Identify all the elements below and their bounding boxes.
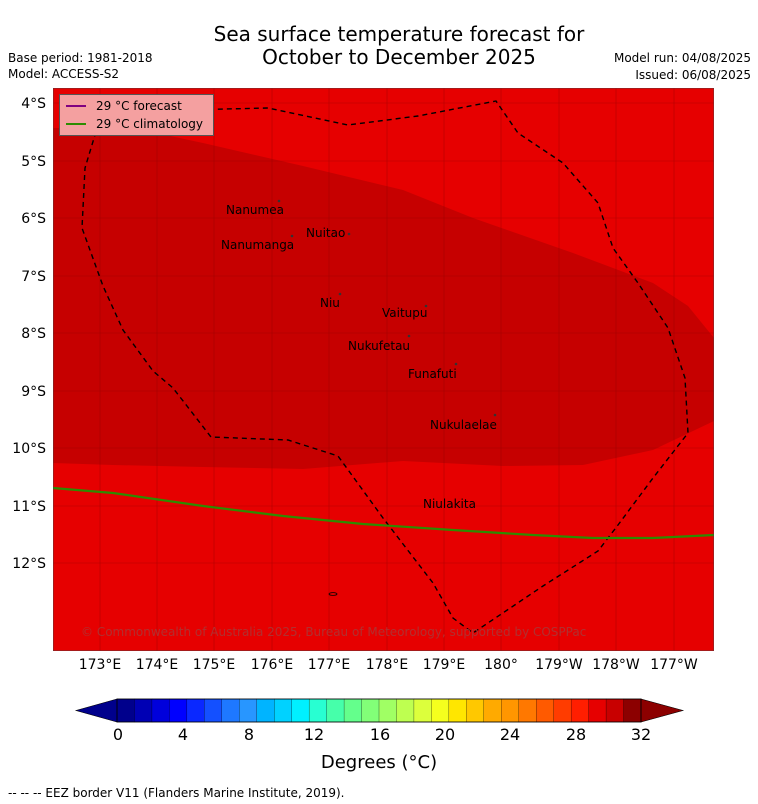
colorbar-tick-label: 4 [177,725,189,744]
lon-label: 173°E [78,657,122,673]
model-text: Model: ACCESS-S2 [8,67,120,81]
colorbar-cell [518,698,537,723]
lon-label: 178°E [365,657,409,673]
colorbar-tick-label: 32 [630,725,652,744]
island-markers [277,199,497,417]
base-period-text: Base period: 1981-2018 [8,51,153,65]
colorbar-cell [623,698,642,723]
colorbar-cell [274,698,293,723]
colorbar-cell [466,698,485,723]
colorbar-cell [134,698,153,723]
colorbar-cell [343,698,363,723]
island-label-nukufetau: Nukufetau [348,339,410,353]
colorbar-tick-label: 16 [369,725,391,744]
colorbar-tick-label: 20 [434,725,456,744]
eez-footnote: -- -- -- EEZ border V11 (Flanders Marine… [8,786,345,800]
colorbar-cell [501,698,520,723]
colorbar-cell [291,698,310,723]
lon-label: 174°E [135,657,179,673]
copyright-text: © Commonwealth of Australia 2025, Bureau… [81,625,587,639]
colorbar-cell [413,698,433,723]
colorbar-cell [431,698,450,723]
colorbar-cell [326,698,345,723]
colorbar-cell [396,698,415,723]
colorbar-cell [588,698,607,723]
island-label-niu: Niu [320,296,340,310]
lon-label: 175°E [192,657,236,673]
colorbar-tick-label: 24 [499,725,521,744]
colorbar-cell [221,698,240,723]
colorbar-cell [239,698,258,723]
legend-climatology-label: 29 °C climatology [96,117,204,131]
warm-pool-region [53,128,714,469]
colorbar-label: Degrees (°C) [320,752,438,773]
colorbar-cell [570,698,590,723]
lon-label: 178°W [592,657,640,673]
island-label-nanumanga: Nanumanga [221,238,294,252]
issued-text: Issued: 06/08/2025 [635,68,751,82]
colorbar-over-triangle [640,698,685,723]
island-label-nukulaelae: Nukulaelae [430,418,497,432]
lat-label: 8°S [21,326,46,342]
colorbar-cell [116,698,136,723]
colorbar-cell [361,698,380,723]
map-legend: 29 °C forecast 29 °C climatology [59,94,214,136]
temperature-colorbar [74,698,685,723]
colorbar-tick-label: 8 [243,725,255,744]
colorbar-frame [116,698,642,723]
colorbar-cell [483,698,502,723]
colorbar-cell [186,698,205,723]
colorbar-cell [448,698,467,723]
colorbar-cell [151,698,171,723]
colorbar-cell [378,698,398,723]
lat-label: 11°S [12,499,46,515]
climatology-29c-isotherm [53,486,714,540]
colorbar-tick-label: 28 [565,725,587,744]
lat-label: 10°S [12,441,46,457]
colorbar-cell [553,698,572,723]
lon-label: 179°E [422,657,466,673]
lat-label: 7°S [21,269,46,285]
lon-label: 180° [484,657,518,673]
colorbar-cell [169,698,188,723]
legend-forecast-entry: 29 °C forecast [66,98,182,114]
map-title-line2: October to December 2025 [262,45,536,69]
colorbar-cell [308,698,328,723]
legend-climatology-entry: 29 °C climatology [66,116,203,132]
lat-label: 4°S [21,96,46,112]
island-label-funafuti: Funafuti [408,367,457,381]
lon-label: 177°W [650,657,698,673]
colorbar-cell [536,698,555,723]
colorbar-tick-label: 0 [112,725,124,744]
island-label-niulakita: Niulakita [423,497,476,511]
lat-label: 12°S [12,556,46,572]
colorbar-under-triangle [74,698,118,723]
sst-map: Nanumea Nuitao Nanumanga Niu Vaitupu Nuk… [53,88,714,651]
colorbar-cell [204,698,223,723]
lon-label: 176°E [250,657,294,673]
graticule [53,88,714,651]
lat-label: 5°S [21,154,46,170]
climatology-line-swatch [66,123,86,125]
legend-forecast-label: 29 °C forecast [96,99,182,113]
lat-label: 9°S [21,384,46,400]
lon-label: 179°W [535,657,583,673]
forecast-line-swatch [66,105,86,107]
island-label-nanumea: Nanumea [226,203,284,217]
model-run-text: Model run: 04/08/2025 [613,51,751,65]
lat-label: 6°S [21,211,46,227]
island-label-vaitupu: Vaitupu [382,306,428,320]
map-title-line1: Sea surface temperature forecast for [213,22,585,46]
colorbar-cell [605,698,625,723]
colorbar-cell [256,698,275,723]
lon-label: 177°E [307,657,351,673]
island-label-nuitao: Nuitao [306,226,345,240]
niulakita-islet [328,592,338,596]
colorbar-tick-label: 12 [303,725,325,744]
